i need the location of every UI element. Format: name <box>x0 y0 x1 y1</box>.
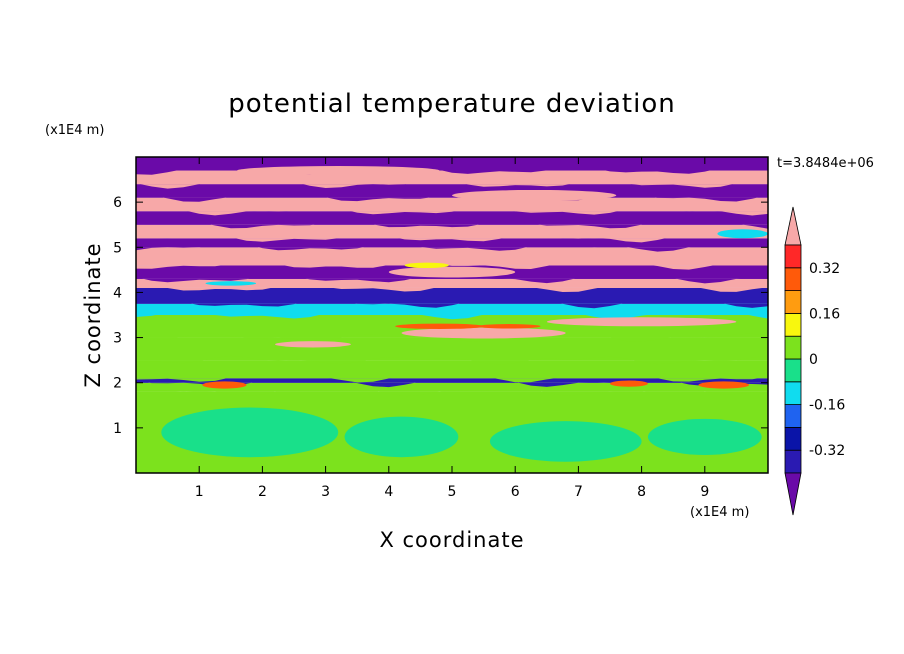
colorbar-box-2 <box>784 404 802 428</box>
colorbar-tick-label-2: 0 <box>809 352 818 368</box>
y-tick-label-3: 3 <box>113 331 122 347</box>
contour-hotspot-1 <box>610 380 648 387</box>
y-axis-label: Z coordinate <box>81 242 105 387</box>
contour-region-3 <box>647 418 762 455</box>
y-tick-label-1: 1 <box>113 421 122 437</box>
y-tick-label-2: 2 <box>113 376 122 392</box>
y-tick-label-6: 6 <box>113 195 122 211</box>
chart-title: potential temperature deviation <box>228 89 675 119</box>
contour-region-2 <box>489 421 642 462</box>
band-edge-11 <box>136 242 768 252</box>
contour-hotspot-3 <box>404 262 449 269</box>
x-tick-label-8: 8 <box>637 484 646 500</box>
x-tick-label-2: 2 <box>258 484 267 500</box>
contour-hotspot-2 <box>698 381 750 389</box>
colorbar-tick-label-4: -0.32 <box>809 443 845 459</box>
colorbar-box-9 <box>784 244 802 269</box>
time-label: t=3.8484e+06 <box>777 156 874 171</box>
contour-band-8 <box>136 278 768 288</box>
contour-band-1 <box>136 382 768 392</box>
band-edge-10 <box>136 261 768 270</box>
x-tick-label-1: 1 <box>195 484 204 500</box>
x-tick-label-5: 5 <box>448 484 457 500</box>
y-unit-label: (x1E4 m) <box>45 123 104 138</box>
colorbar-box-1 <box>784 426 802 451</box>
colorbar-extend-top <box>784 206 802 246</box>
contour-band-13 <box>136 211 768 225</box>
band-edge-9 <box>136 274 768 284</box>
contour-band-6 <box>136 303 768 315</box>
colorbar-extend-bottom <box>784 472 802 516</box>
contour-region-4 <box>401 327 566 339</box>
x-tick-label-3: 3 <box>321 484 330 500</box>
band-edge-7 <box>136 299 768 309</box>
contour-region-10 <box>237 166 440 176</box>
contour-hotspot-5 <box>477 324 541 329</box>
y-axis: 1 2 3 4 5 6 <box>113 195 768 437</box>
contour-band-2 <box>136 378 768 383</box>
x-tick-label-6: 6 <box>511 484 520 500</box>
band-edge-6 <box>136 310 768 320</box>
y-tick-label-4: 4 <box>113 285 122 301</box>
contour-hotspot-4 <box>205 281 257 286</box>
colorbar-box-5 <box>784 335 802 360</box>
colorbar-tick-label-3: -0.16 <box>809 398 845 414</box>
colorbar-tick-label-0: 0.32 <box>809 261 840 277</box>
contour-region-11 <box>388 266 516 278</box>
band-edge-1 <box>136 387 768 397</box>
x-unit-label: (x1E4 m) <box>690 505 749 520</box>
band-edge-3 <box>136 374 768 383</box>
x-tick-label-7: 7 <box>574 484 583 500</box>
x-axis-label: X coordinate <box>379 528 524 552</box>
contour-region-1 <box>344 416 459 458</box>
band-edge-13 <box>136 220 768 229</box>
band-edge-14 <box>136 206 768 216</box>
contour-band-14 <box>136 197 768 212</box>
x-tick-label-4: 4 <box>384 484 393 500</box>
contour-band-11 <box>136 238 768 248</box>
contour-band-7 <box>136 287 768 304</box>
x-tick-label-9: 9 <box>700 484 709 500</box>
colorbar-tick-label-1: 0.16 <box>809 306 840 322</box>
band-edge-8 <box>136 283 768 292</box>
y-tick-label-5: 5 <box>113 240 122 256</box>
band-edge-16 <box>136 179 768 189</box>
contour-region-9 <box>451 189 617 201</box>
contour-region-0 <box>161 407 339 458</box>
colorbar-box-7 <box>784 290 802 314</box>
plot-area <box>136 157 768 473</box>
contour-region-5 <box>546 317 737 327</box>
contour-band-3 <box>136 360 768 379</box>
x-axis: 1 2 3 4 5 6 7 8 9 <box>195 157 709 500</box>
colorbar-box-3 <box>784 381 802 405</box>
colorbar-box-6 <box>784 312 802 337</box>
contour-region-7 <box>395 323 484 329</box>
colorbar-box-0 <box>784 449 802 474</box>
band-edge-4 <box>136 355 768 365</box>
colorbar: 0.32 0.16 0 -0.16 -0.32 <box>784 206 845 516</box>
contour-region-8 <box>717 229 768 239</box>
colorbar-box-8 <box>784 267 802 291</box>
colorbar-box-4 <box>784 358 802 383</box>
contour-hotspot-0 <box>202 381 247 389</box>
contour-band-10 <box>136 247 768 266</box>
contour-region-6 <box>275 341 351 348</box>
